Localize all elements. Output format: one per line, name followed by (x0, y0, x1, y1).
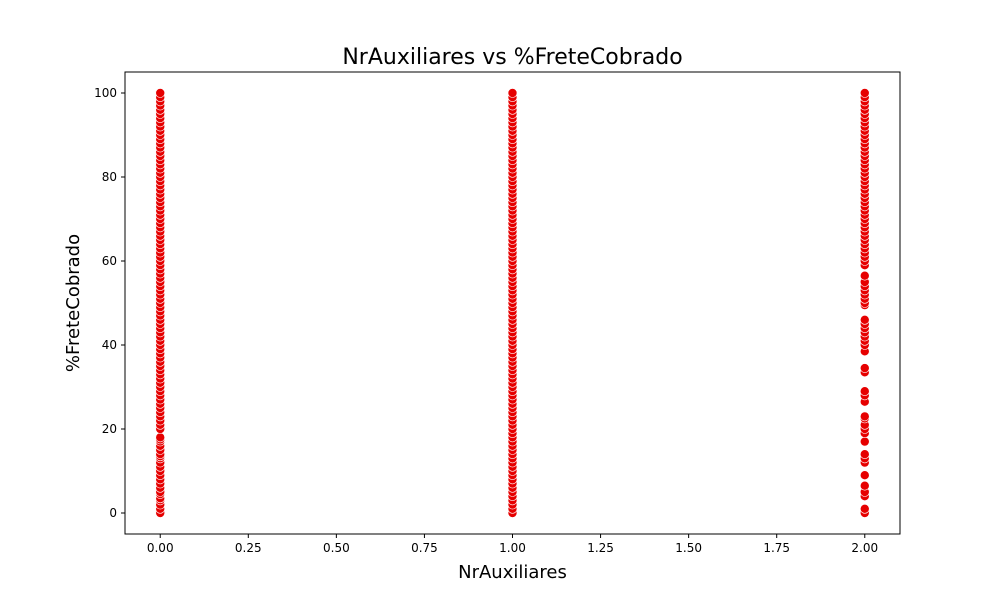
x-axis-ticks: 0.00 0.25 0.50 0.75 1.00 1.25 1.50 1.75 2.00 (147, 534, 878, 555)
scatter-point (859, 503, 870, 514)
x-tick-label: 1.75 (763, 541, 790, 555)
x-tick-label: 1.00 (499, 541, 526, 555)
x-tick-label: 0.00 (147, 541, 174, 555)
scatter-point (859, 88, 870, 98)
data-points (155, 88, 870, 518)
scatter-point (859, 436, 870, 447)
scatter-point (859, 386, 870, 397)
scatter-point (859, 470, 870, 481)
scatter-point (859, 449, 870, 460)
scatter-point (155, 88, 166, 98)
y-tick-label: 60 (102, 254, 117, 268)
x-tick-label: 0.75 (411, 541, 438, 555)
x-tick-label: 0.25 (235, 541, 262, 555)
x-tick-label: 1.50 (675, 541, 702, 555)
chart-title: NrAuxiliares vs %FreteCobrado (342, 45, 682, 70)
scatter-point (859, 314, 870, 325)
x-tick-label: 1.25 (587, 541, 614, 555)
y-tick-label: 20 (102, 422, 117, 436)
y-tick-label: 100 (94, 86, 117, 100)
y-axis-ticks: 0 20 40 60 80 100 (94, 86, 125, 520)
x-axis-label: NrAuxiliares (458, 562, 567, 583)
scatter-point (155, 432, 166, 443)
scatter-point (507, 88, 518, 98)
y-axis-label: %FreteCobrado (63, 234, 84, 372)
scatter-point (859, 411, 870, 422)
scatter-point (859, 480, 870, 491)
x-tick-label: 2.00 (851, 541, 878, 555)
y-tick-label: 40 (102, 338, 117, 352)
scatter-point (859, 270, 870, 281)
scatter-point (859, 363, 870, 373)
y-tick-label: 80 (102, 170, 117, 184)
x-tick-label: 0.50 (323, 541, 350, 555)
plot-area: 0.00 0.25 0.50 0.75 1.00 1.25 1.50 1.75 2.00 0 20… (94, 71, 901, 555)
y-tick-label: 0 (109, 506, 117, 520)
